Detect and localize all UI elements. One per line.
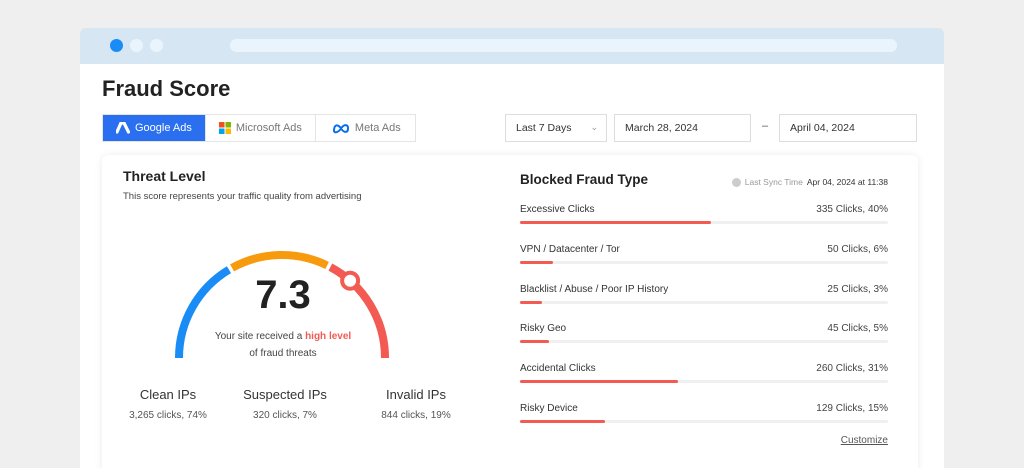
threat-level-highlight: high level [305, 331, 352, 342]
fraud-type-bar-track [520, 300, 888, 304]
threat-level-subtitle: This score represents your traffic quali… [123, 191, 362, 202]
page-title: Fraud Score [102, 76, 231, 101]
stat-value: 3,265 clicks, 74% [129, 410, 207, 421]
fraud-type-bar-fill [520, 260, 554, 264]
stat-value: 320 clicks, 7% [253, 410, 317, 421]
fraud-type-value: 335 Clicks, 40% [816, 204, 888, 215]
window-dot-maximize[interactable] [150, 39, 163, 52]
fraud-score-card: Threat Level This score represents your … [102, 155, 918, 468]
stat-clean-ips: Clean IPs 3,265 clicks, 74% [103, 387, 233, 421]
fraud-type-bar-track [520, 340, 888, 344]
date-range-select[interactable]: Last 7 Days ⌄ [505, 114, 607, 142]
tab-label: Google Ads [135, 122, 192, 134]
stat-label: Invalid IPs [386, 387, 446, 402]
sync-value: Apr 04, 2024 at 11:38 [806, 177, 888, 187]
threat-gauge [175, 251, 389, 359]
gauge-arc-low [175, 266, 232, 359]
threat-message-text: Your site received a [214, 331, 306, 342]
gauge-arc-medium [230, 251, 329, 272]
gauge-arc-high [328, 263, 389, 359]
end-date-value: April 04, 2024 [790, 122, 855, 134]
stat-suspected-ips: Suspected IPs 320 clicks, 7% [220, 387, 350, 421]
last-sync: Last Sync Time Apr 04, 2024 at 11:38 [731, 177, 888, 187]
fraud-type-value: 129 Clicks, 15% [816, 403, 888, 414]
date-separator: – [762, 120, 769, 132]
customize-link[interactable]: Customize [840, 435, 888, 446]
fraud-type-bar-fill [520, 420, 605, 423]
tab-label: Meta Ads [354, 122, 401, 134]
threat-message-line2: of fraud threats [249, 348, 317, 359]
fraud-type-name: Excessive Clicks [520, 204, 595, 215]
sync-label: Last Sync Time [744, 177, 803, 187]
fraud-type-value: 50 Clicks, 6% [827, 243, 888, 255]
fraud-type-bar-track [520, 260, 888, 264]
end-date-input[interactable]: April 04, 2024 [779, 114, 917, 142]
blocked-fraud-title: Blocked Fraud Type [520, 172, 649, 187]
tab-label: Microsoft Ads [235, 122, 302, 134]
sync-icon [731, 177, 741, 187]
tab-meta-ads[interactable]: Meta Ads [316, 115, 415, 141]
stat-invalid-ips: Invalid IPs 844 clicks, 19% [351, 387, 481, 421]
gauge-marker [340, 270, 361, 291]
fraud-type-name: Accidental Clicks [520, 363, 596, 375]
threat-level-title: Threat Level [123, 168, 206, 184]
fraud-type-bar-track [520, 380, 888, 384]
google-ads-icon [116, 122, 130, 134]
fraud-type-bar-fill [520, 300, 543, 304]
fraud-type-bar-track [520, 420, 888, 423]
date-range-value: Last 7 Days [516, 122, 572, 134]
threat-message: Your site received a high level [102, 331, 464, 342]
window-dot-minimize[interactable] [130, 39, 143, 52]
meta-icon [332, 123, 349, 133]
fraud-type-bar-track [520, 221, 888, 224]
ad-platform-tabs: Google Ads Microsoft Ads Meta Ads [102, 114, 416, 142]
stat-label: Suspected IPs [243, 387, 327, 402]
fraud-type-value: 45 Clicks, 5% [827, 323, 888, 335]
tab-google-ads[interactable]: Google Ads [103, 115, 206, 141]
fraud-type-bar-fill [520, 221, 712, 224]
address-bar[interactable] [230, 39, 897, 52]
start-date-value: March 28, 2024 [625, 122, 698, 134]
window-dot-close[interactable] [110, 39, 123, 52]
stat-label: Clean IPs [139, 387, 197, 402]
fraud-type-value: 260 Clicks, 31% [816, 363, 888, 375]
fraud-type-name: Risky Geo [520, 323, 567, 335]
stat-value: 844 clicks, 19% [381, 410, 451, 421]
browser-window: Fraud Score Google Ads Microsoft Ads Met… [80, 28, 944, 468]
fraud-type-value: 25 Clicks, 3% [827, 283, 888, 295]
fraud-type-bar-fill [520, 380, 679, 384]
fraud-type-name: VPN / Datacenter / Tor [520, 243, 620, 255]
threat-score: 7.3 [255, 273, 311, 317]
microsoft-icon [218, 122, 231, 134]
fraud-type-bar-fill [520, 340, 550, 344]
chevron-down-icon: ⌄ [590, 122, 598, 132]
tab-microsoft-ads[interactable]: Microsoft Ads [206, 115, 316, 141]
title-bar [80, 28, 944, 64]
fraud-type-name: Risky Device [520, 403, 578, 414]
fraud-type-name: Blacklist / Abuse / Poor IP History [520, 283, 669, 295]
start-date-input[interactable]: March 28, 2024 [614, 114, 751, 142]
